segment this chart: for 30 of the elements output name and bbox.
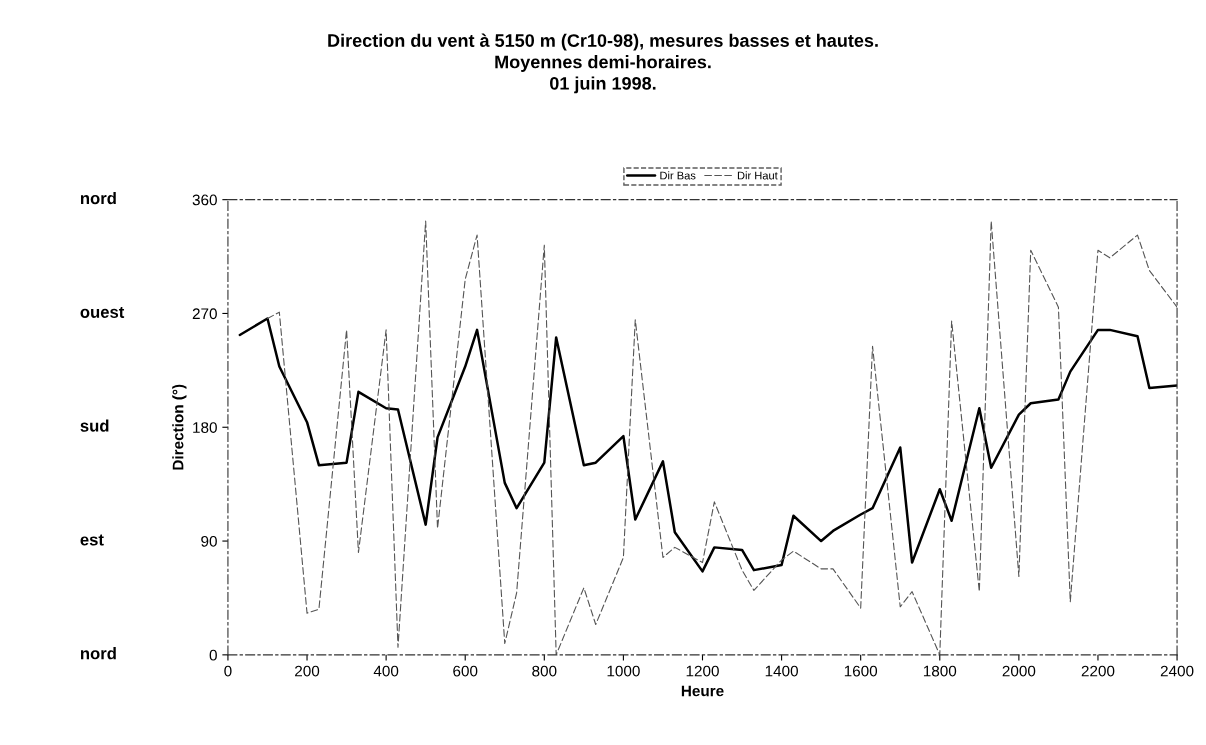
text: sud xyxy=(80,419,109,432)
x-tick-label: 200 xyxy=(295,665,320,677)
text: ouest xyxy=(80,306,125,318)
line-series xyxy=(266,220,1178,655)
x-axis-title: Heure xyxy=(681,685,724,697)
y-tick-label: 90 xyxy=(201,535,217,547)
x-tick-label: 1600 xyxy=(844,665,878,677)
legend-label: Dir Haut xyxy=(737,171,778,180)
y-axis-title: Direction (°) xyxy=(172,384,187,470)
x-tick-label: 0 xyxy=(224,665,232,677)
x-tick-label: 1400 xyxy=(765,665,798,677)
x-tick-label: 600 xyxy=(453,665,478,677)
x-tick-label: 1800 xyxy=(923,665,957,677)
x-tick-label: 800 xyxy=(532,665,557,677)
x-tick-label: 2400 xyxy=(1160,665,1194,677)
x-tick-label: 1200 xyxy=(686,665,719,677)
legend-label: Dir Bas xyxy=(660,171,696,180)
x-tick-label: 1000 xyxy=(607,665,640,677)
x-tick-label: 2200 xyxy=(1081,665,1115,677)
line-series xyxy=(238,317,1178,573)
text: est xyxy=(80,534,104,546)
chart-title: Direction du vent à 5150 m (Cr10-98), mesures basses et hautes. Moyennes demi-horaires. 01 juin 1998. xyxy=(328,33,878,94)
y-tick-label: 180 xyxy=(193,422,217,433)
y-tick-label: 360 xyxy=(192,194,217,206)
text: nord xyxy=(80,191,116,205)
y-tick-label: 270 xyxy=(192,308,217,320)
x-tick-label: 2000 xyxy=(1002,665,1036,677)
x-tick-label: 400 xyxy=(373,665,399,677)
y-tick-label: 0 xyxy=(209,649,217,661)
text: nord xyxy=(80,647,116,660)
